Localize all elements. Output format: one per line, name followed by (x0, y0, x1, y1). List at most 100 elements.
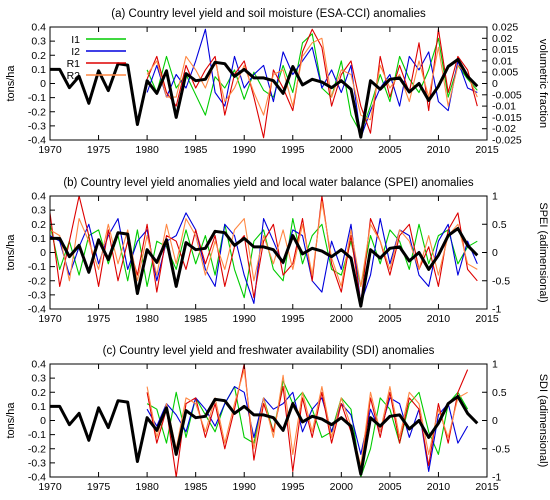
y-tick-label: 0.3 (31, 36, 46, 48)
panel-title: (a) Country level yield and soil moistur… (111, 8, 426, 20)
y-tick-label: 0.1 (31, 64, 46, 76)
y2-tick-label: 0 (492, 247, 498, 259)
x-tick-label: 2010 (427, 144, 451, 156)
y2-axis-label: volumetric fraction (537, 39, 549, 128)
x-tick-label: 2005 (378, 313, 402, 325)
y2-tick-label: 0.5 (492, 387, 507, 399)
series-line-i1 (146, 33, 478, 134)
x-tick-label: 1970 (38, 144, 62, 156)
x-tick-label: 2000 (330, 481, 354, 493)
y-axis-label: tons/ha (5, 402, 17, 439)
y-tick-label: 0.2 (31, 219, 46, 231)
series-line-r2 (146, 37, 478, 121)
series-line-i1 (146, 380, 469, 477)
y-tick-label: -0.4 (28, 472, 46, 484)
y-axis-label: tons/ha (5, 65, 17, 102)
y-tick-label: -0.3 (28, 457, 46, 469)
series-line-i2 (146, 386, 469, 472)
legend-label: I2 (71, 46, 80, 58)
x-tick-label: 1980 (135, 313, 159, 325)
x-tick-label: 2005 (378, 144, 402, 156)
x-tick-label: 1975 (87, 481, 111, 493)
x-tick-label: 1990 (233, 144, 257, 156)
x-tick-label: 2015 (475, 481, 499, 493)
y-tick-label: 0 (40, 247, 46, 259)
y-tick-label: 0.4 (31, 22, 46, 34)
y2-tick-label: -0.5 (492, 443, 510, 455)
y2-tick-label: -0.005 (492, 89, 522, 101)
x-tick-label: 1975 (87, 144, 111, 156)
y2-tick-label: -0.015 (492, 112, 522, 124)
y-tick-label: 0 (40, 78, 46, 90)
y-axis-label: tons/ha (5, 234, 17, 271)
y2-tick-label: -0.5 (492, 275, 510, 287)
y2-tick-label: 1 (492, 191, 498, 203)
series-line-r2 (50, 201, 478, 287)
series-line-yield (50, 227, 479, 308)
panel-title: (c) Country level yield and freshwater a… (103, 345, 435, 357)
x-tick-label: 2010 (427, 481, 451, 493)
y2-tick-label: 0.025 (492, 22, 518, 34)
y2-tick-label: 0 (492, 78, 498, 90)
y-tick-label: 0 (40, 415, 46, 427)
y2-tick-label: -0.025 (492, 135, 522, 147)
x-tick-label: 1990 (233, 313, 257, 325)
y-tick-label: -0.2 (28, 275, 46, 287)
x-tick-label: 1985 (184, 313, 208, 325)
legend-label: R1 (67, 58, 81, 70)
legend-label: I1 (71, 34, 80, 46)
y2-tick-label: 1 (492, 359, 498, 371)
x-tick-label: 1985 (184, 144, 208, 156)
y-tick-label: -0.4 (28, 135, 46, 147)
y-tick-label: -0.2 (28, 443, 46, 455)
x-tick-label: 1990 (233, 481, 257, 493)
y2-tick-label: 0.015 (492, 44, 518, 56)
y-tick-label: -0.3 (28, 120, 46, 132)
y2-tick-label: 0.01 (492, 55, 513, 67)
series-line-r1 (146, 28, 478, 139)
series-line-i2 (50, 212, 478, 304)
x-tick-label: 1995 (281, 144, 305, 156)
y-tick-label: 0.2 (31, 387, 46, 399)
y2-axis-label: SPEI (adimensional) (537, 202, 549, 302)
y-tick-label: 0.4 (31, 191, 46, 203)
x-tick-label: 2000 (330, 313, 354, 325)
y-tick-label: -0.3 (28, 289, 46, 301)
y2-tick-label: -1 (492, 304, 501, 316)
x-tick-label: 1980 (135, 144, 159, 156)
x-tick-label: 1985 (184, 481, 208, 493)
y2-tick-label: 0 (492, 415, 498, 427)
y2-axis-label: SDI (adimensional) (537, 374, 549, 468)
y-tick-label: -0.1 (28, 429, 46, 441)
y-tick-label: -0.1 (28, 261, 46, 273)
legend-label: R2 (67, 70, 81, 82)
series-line-yield (50, 395, 479, 476)
y-tick-label: 0.3 (31, 205, 46, 217)
x-tick-label: 1995 (281, 313, 305, 325)
x-tick-label: 2005 (378, 481, 402, 493)
series-line-i2 (146, 28, 478, 139)
y-tick-label: -0.4 (28, 304, 46, 316)
x-tick-label: 1970 (38, 313, 62, 325)
y2-tick-label: -1 (492, 472, 501, 484)
y2-tick-label: 0.5 (492, 219, 507, 231)
y-tick-label: 0.2 (31, 50, 46, 62)
x-tick-label: 1975 (87, 313, 111, 325)
x-tick-label: 2010 (427, 313, 451, 325)
x-tick-label: 2015 (475, 144, 499, 156)
series-line-yield (50, 58, 479, 139)
series-line-r1 (50, 196, 478, 304)
y-tick-label: 0.3 (31, 373, 46, 385)
y2-tick-label: -0.02 (492, 123, 516, 135)
x-tick-label: 1995 (281, 481, 305, 493)
x-tick-label: 2015 (475, 313, 499, 325)
panel-title: (b) Country level yield anomalies yield … (63, 177, 474, 189)
x-tick-label: 1970 (38, 481, 62, 493)
y2-tick-label: 0.005 (492, 67, 518, 79)
y-tick-label: 0.1 (31, 233, 46, 245)
y2-tick-label: 0.02 (492, 33, 513, 45)
y-tick-label: -0.2 (28, 106, 46, 118)
y2-tick-label: -0.01 (492, 101, 516, 113)
y-tick-label: 0.1 (31, 401, 46, 413)
